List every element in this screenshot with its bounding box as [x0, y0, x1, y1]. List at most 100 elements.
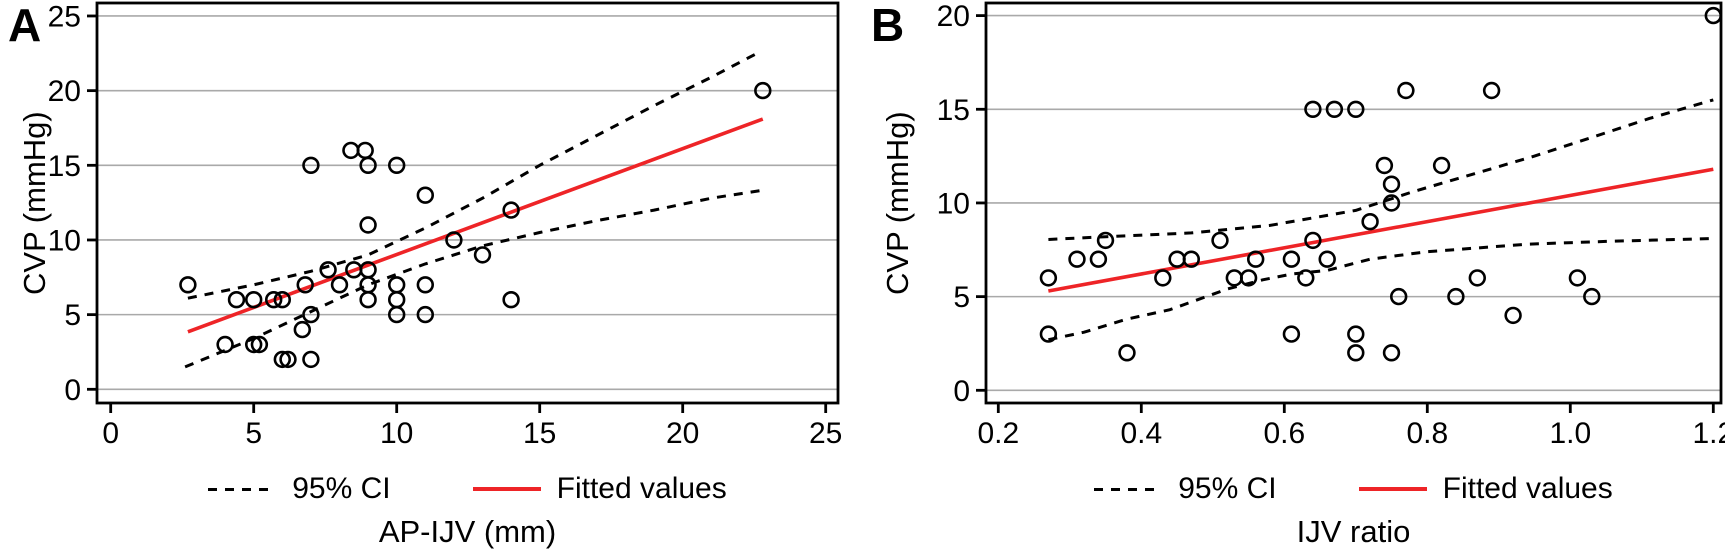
scatter-point — [245, 335, 263, 354]
legend-item-fit: Fitted values — [1358, 472, 1613, 506]
scatter-point — [1318, 250, 1336, 268]
legend-item-fit: Fitted values — [472, 472, 727, 506]
scatter-point — [1304, 231, 1322, 250]
scatter-point — [388, 276, 406, 294]
scatter-point — [1375, 156, 1394, 175]
scatter-point — [1297, 269, 1315, 287]
scatter-point — [1182, 250, 1200, 268]
x-tick-label: 10 — [380, 417, 413, 450]
scatter-point — [319, 261, 337, 279]
scatter-point — [1482, 81, 1501, 100]
ci-lower-line — [184, 189, 761, 369]
scatter-point — [1282, 325, 1301, 343]
fitted-values-line — [187, 117, 764, 334]
scatter-plot-b: 0.2 0.4 0.6 0.8 1.0 1.2 0 5 10 15 20 — [937, 0, 1725, 450]
y-tick-label: 10 — [48, 224, 81, 257]
scatter-point — [356, 141, 374, 160]
plot-frame — [95, 1, 840, 405]
panel-b: B CVP (mmHg) 0.20.40.60.81.01.205101520 … — [863, 0, 1725, 552]
x-tick-label: 0 — [102, 417, 119, 450]
ci-upper-line — [1048, 98, 1714, 241]
scatter-point — [1447, 287, 1465, 306]
scatter-point — [250, 335, 269, 354]
scatter-point — [302, 305, 320, 324]
x-tick-label: 20 — [666, 417, 699, 450]
scatter-point — [1361, 213, 1379, 231]
ci-dashed-line-sample — [1094, 487, 1163, 491]
x-tick-label: 0.4 — [1120, 417, 1162, 450]
scatter-point — [1347, 100, 1365, 119]
scatter-point — [416, 186, 434, 204]
x-tick-label: 0.2 — [977, 417, 1019, 450]
scatter-point — [1039, 269, 1058, 287]
y-tick-label: 20 — [48, 75, 81, 108]
scatter-point — [302, 156, 320, 175]
y-tick-label: 0 — [953, 375, 970, 408]
scatter-point — [1068, 250, 1086, 268]
scatter-point — [416, 276, 434, 294]
x-tick-label: 5 — [245, 417, 262, 450]
scatter-point — [388, 156, 406, 175]
scatter-point — [1397, 81, 1415, 100]
scatter-point — [1504, 306, 1522, 325]
legend-label-fit: Fitted values — [556, 472, 727, 505]
scatter-point — [1118, 344, 1136, 362]
fitted-values-line — [1048, 167, 1714, 293]
scatter-point — [473, 246, 492, 264]
legend-b: 95% CI Fitted values — [986, 469, 1721, 509]
scatter-point — [359, 261, 377, 279]
x-tick-label: 15 — [523, 417, 556, 450]
scatter-point — [1039, 325, 1058, 343]
y-tick-label: 20 — [937, 0, 970, 33]
scatter-point — [359, 216, 377, 234]
y-tick-label: 0 — [64, 374, 81, 407]
panel-letter-b: B — [871, 0, 905, 51]
scatter-point — [1347, 344, 1365, 362]
legend-label-ci: 95% CI — [292, 472, 391, 505]
y-tick-label: 25 — [48, 0, 81, 33]
scatter-point — [279, 350, 297, 369]
x-tick-label: 0.8 — [1406, 417, 1448, 450]
scatter-point — [1382, 175, 1401, 193]
fitted-line-sample — [472, 487, 541, 491]
x-axis-title-a: AP-IJV (mm) — [378, 514, 557, 549]
scatter-point — [502, 291, 520, 309]
scatter-point — [1168, 250, 1186, 268]
scatter-plot-a: 0 5 10 15 20 25 0 5 10 15 20 25 — [48, 0, 843, 450]
y-tick-label: 15 — [937, 94, 970, 127]
scatter-point — [1389, 287, 1408, 306]
y-tick-label: 10 — [937, 187, 970, 220]
legend-a: 95% CI Fitted values — [97, 469, 838, 509]
scatter-point — [330, 276, 349, 294]
scatter-point — [502, 201, 520, 219]
legend-item-ci: 95% CI — [1094, 472, 1277, 506]
ci-upper-line — [187, 51, 758, 300]
scatter-point — [216, 335, 234, 354]
panel-letter-a: A — [8, 0, 42, 51]
scatter-point — [342, 141, 360, 160]
scatter-point — [359, 156, 377, 175]
scatter-point — [1239, 269, 1258, 287]
legend-item-ci: 95% CI — [208, 472, 391, 506]
scatter-point — [1468, 269, 1486, 287]
scatter-point — [1432, 156, 1451, 175]
scatter-point — [273, 350, 291, 369]
scatter-point — [359, 276, 377, 294]
scatter-point — [1282, 250, 1301, 268]
scatter-point — [179, 276, 197, 294]
x-tick-label: 25 — [809, 417, 842, 450]
scatter-point — [1347, 325, 1365, 343]
scatter-point — [1247, 250, 1265, 268]
panel-a: A CVP (mmHg) 0 5 10 15 20 25 0 5 10 15 20 25 95% CI… — [0, 0, 862, 552]
scatter-point — [1096, 231, 1115, 250]
scatter-point — [1154, 269, 1172, 287]
scatter-point — [1225, 269, 1243, 287]
scatter-point — [445, 231, 463, 249]
x-tick-label: 1.2 — [1692, 417, 1725, 450]
scatter-point — [293, 320, 311, 339]
scatter-point — [1382, 194, 1401, 212]
legend-label-fit: Fitted values — [1442, 472, 1613, 505]
x-axis-title-b: IJV ratio — [1296, 514, 1411, 549]
scatter-point — [265, 291, 283, 309]
